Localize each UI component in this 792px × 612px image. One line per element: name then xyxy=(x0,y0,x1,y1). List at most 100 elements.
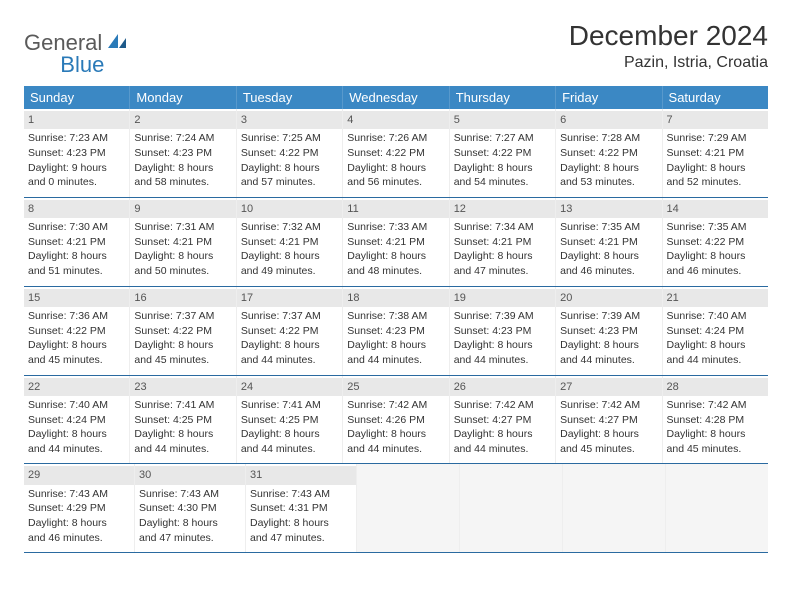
day-info-line: Sunset: 4:23 PM xyxy=(560,325,657,339)
day-info-line: Sunrise: 7:40 AM xyxy=(28,399,125,413)
day-info-line: Sunset: 4:23 PM xyxy=(134,147,231,161)
day-info-line: Daylight: 8 hours xyxy=(560,339,657,353)
empty-day-cell xyxy=(357,464,460,552)
day-info-line: Sunrise: 7:23 AM xyxy=(28,132,125,146)
day-cell: 11Sunrise: 7:33 AMSunset: 4:21 PMDayligh… xyxy=(343,198,449,286)
weekday-header: Monday xyxy=(130,86,236,109)
day-info-line: Daylight: 8 hours xyxy=(560,250,657,264)
day-info-line: and 44 minutes. xyxy=(28,443,125,457)
weekday-header: Thursday xyxy=(450,86,556,109)
day-cell: 6Sunrise: 7:28 AMSunset: 4:22 PMDaylight… xyxy=(556,109,662,197)
week-row: 29Sunrise: 7:43 AMSunset: 4:29 PMDayligh… xyxy=(24,464,768,553)
day-info-line: Daylight: 8 hours xyxy=(134,162,231,176)
logo-text-blue: Blue xyxy=(60,52,104,78)
day-info-line: Daylight: 8 hours xyxy=(347,250,444,264)
day-cell: 30Sunrise: 7:43 AMSunset: 4:30 PMDayligh… xyxy=(135,464,246,552)
weekday-header-row: SundayMondayTuesdayWednesdayThursdayFrid… xyxy=(24,86,768,109)
day-info-line: Sunset: 4:22 PM xyxy=(347,147,444,161)
day-info-line: Sunrise: 7:35 AM xyxy=(667,221,764,235)
day-info-line: Sunset: 4:22 PM xyxy=(134,325,231,339)
weekday-header: Saturday xyxy=(663,86,768,109)
day-info-line: and 45 minutes. xyxy=(667,443,764,457)
day-info-line: Sunrise: 7:42 AM xyxy=(560,399,657,413)
day-info-line: Sunrise: 7:40 AM xyxy=(667,310,764,324)
day-number: 12 xyxy=(450,200,555,218)
day-cell: 22Sunrise: 7:40 AMSunset: 4:24 PMDayligh… xyxy=(24,376,130,464)
day-number: 16 xyxy=(130,289,235,307)
day-info-line: Daylight: 8 hours xyxy=(241,339,338,353)
day-cell: 9Sunrise: 7:31 AMSunset: 4:21 PMDaylight… xyxy=(130,198,236,286)
day-info-line: Daylight: 8 hours xyxy=(28,517,130,531)
day-info-line: Sunset: 4:22 PM xyxy=(241,325,338,339)
day-info-line: Sunrise: 7:26 AM xyxy=(347,132,444,146)
weekday-header: Wednesday xyxy=(343,86,449,109)
day-cell: 3Sunrise: 7:25 AMSunset: 4:22 PMDaylight… xyxy=(237,109,343,197)
day-number: 11 xyxy=(343,200,448,218)
day-info-line: Sunset: 4:28 PM xyxy=(667,414,764,428)
day-cell: 8Sunrise: 7:30 AMSunset: 4:21 PMDaylight… xyxy=(24,198,130,286)
weekday-header: Tuesday xyxy=(237,86,343,109)
day-info-line: and 44 minutes. xyxy=(454,443,551,457)
day-info-line: and 44 minutes. xyxy=(134,443,231,457)
empty-day-cell xyxy=(460,464,563,552)
day-info-line: and 53 minutes. xyxy=(560,176,657,190)
day-number: 15 xyxy=(24,289,129,307)
day-info-line: Sunset: 4:21 PM xyxy=(241,236,338,250)
day-info-line: Daylight: 8 hours xyxy=(134,428,231,442)
day-cell: 15Sunrise: 7:36 AMSunset: 4:22 PMDayligh… xyxy=(24,287,130,375)
day-cell: 4Sunrise: 7:26 AMSunset: 4:22 PMDaylight… xyxy=(343,109,449,197)
day-info-line: and 52 minutes. xyxy=(667,176,764,190)
day-info-line: Daylight: 8 hours xyxy=(241,162,338,176)
day-info-line: Sunrise: 7:41 AM xyxy=(134,399,231,413)
day-info-line: Sunset: 4:21 PM xyxy=(134,236,231,250)
day-info-line: and 50 minutes. xyxy=(134,265,231,279)
day-info-line: Sunrise: 7:29 AM xyxy=(667,132,764,146)
day-info-line: Daylight: 8 hours xyxy=(241,428,338,442)
day-info-line: and 44 minutes. xyxy=(347,354,444,368)
day-info-line: Sunrise: 7:36 AM xyxy=(28,310,125,324)
day-info-line: Sunrise: 7:42 AM xyxy=(454,399,551,413)
day-info-line: and 44 minutes. xyxy=(560,354,657,368)
day-number: 19 xyxy=(450,289,555,307)
day-info-line: Sunset: 4:27 PM xyxy=(560,414,657,428)
day-cell: 23Sunrise: 7:41 AMSunset: 4:25 PMDayligh… xyxy=(130,376,236,464)
day-info-line: Daylight: 8 hours xyxy=(667,339,764,353)
week-row: 22Sunrise: 7:40 AMSunset: 4:24 PMDayligh… xyxy=(24,376,768,465)
day-cell: 13Sunrise: 7:35 AMSunset: 4:21 PMDayligh… xyxy=(556,198,662,286)
day-info-line: Sunset: 4:22 PM xyxy=(560,147,657,161)
day-info-line: Sunset: 4:29 PM xyxy=(28,502,130,516)
day-number: 2 xyxy=(130,111,235,129)
calendar-page: General Blue December 2024 Pazin, Istria… xyxy=(0,0,792,573)
day-info-line: Daylight: 8 hours xyxy=(560,428,657,442)
day-info-line: and 46 minutes. xyxy=(28,532,130,546)
day-info-line: Sunrise: 7:30 AM xyxy=(28,221,125,235)
day-number: 23 xyxy=(130,378,235,396)
day-cell: 14Sunrise: 7:35 AMSunset: 4:22 PMDayligh… xyxy=(663,198,768,286)
day-number: 17 xyxy=(237,289,342,307)
day-info-line: Daylight: 8 hours xyxy=(28,339,125,353)
day-cell: 17Sunrise: 7:37 AMSunset: 4:22 PMDayligh… xyxy=(237,287,343,375)
day-number: 7 xyxy=(663,111,768,129)
day-number: 21 xyxy=(663,289,768,307)
day-info-line: and 47 minutes. xyxy=(454,265,551,279)
day-info-line: and 44 minutes. xyxy=(241,354,338,368)
day-number: 25 xyxy=(343,378,448,396)
day-cell: 16Sunrise: 7:37 AMSunset: 4:22 PMDayligh… xyxy=(130,287,236,375)
day-info-line: Sunset: 4:23 PM xyxy=(454,325,551,339)
day-info-line: Sunrise: 7:41 AM xyxy=(241,399,338,413)
day-cell: 7Sunrise: 7:29 AMSunset: 4:21 PMDaylight… xyxy=(663,109,768,197)
day-info-line: Daylight: 8 hours xyxy=(134,339,231,353)
day-info-line: Sunrise: 7:35 AM xyxy=(560,221,657,235)
day-info-line: Sunrise: 7:43 AM xyxy=(139,488,241,502)
day-number: 9 xyxy=(130,200,235,218)
day-info-line: Daylight: 8 hours xyxy=(454,428,551,442)
day-info-line: Sunset: 4:21 PM xyxy=(560,236,657,250)
day-number: 6 xyxy=(556,111,661,129)
day-info-line: Daylight: 8 hours xyxy=(667,428,764,442)
day-info-line: Sunrise: 7:25 AM xyxy=(241,132,338,146)
day-number: 30 xyxy=(135,466,245,484)
day-info-line: Sunset: 4:24 PM xyxy=(667,325,764,339)
day-info-line: and 47 minutes. xyxy=(139,532,241,546)
day-info-line: and 49 minutes. xyxy=(241,265,338,279)
day-info-line: and 46 minutes. xyxy=(667,265,764,279)
